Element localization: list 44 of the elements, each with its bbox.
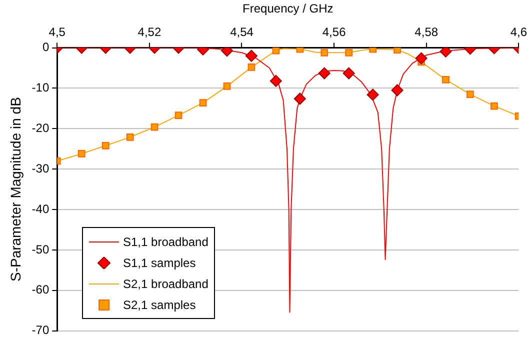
point: [440, 48, 452, 58]
legend-label: S1,1 samples: [123, 256, 196, 270]
point: [490, 102, 498, 110]
y-axis-title: S-Parameter Magnitude in dB: [7, 97, 24, 282]
legend-label: S2,1 samples: [123, 298, 196, 312]
x-tick-label: 4,6: [510, 24, 528, 39]
point: [345, 48, 353, 56]
y-tick-label: -30: [32, 161, 50, 176]
point: [102, 142, 110, 150]
point: [270, 74, 282, 87]
x-tick-label: 4,54: [230, 24, 254, 39]
point: [150, 123, 158, 131]
x-tick-label: 4,56: [322, 24, 346, 39]
y-tick-label: 0: [42, 40, 50, 54]
point: [294, 92, 306, 105]
point: [342, 67, 355, 80]
point: [320, 48, 328, 56]
point: [78, 150, 86, 158]
point: [391, 84, 404, 96]
point: [415, 52, 428, 64]
y-tick-label: -20: [32, 120, 50, 135]
point: [248, 64, 256, 71]
y-tick-label: -50: [32, 242, 50, 256]
point: [126, 133, 134, 141]
point: [366, 88, 379, 101]
y-tick-label: -70: [32, 323, 50, 338]
point: [174, 112, 182, 119]
point: [199, 99, 207, 106]
y-tick-label: -40: [32, 202, 50, 216]
point: [245, 50, 258, 62]
point: [442, 76, 450, 84]
x-axis-title: Frequency / GHz: [242, 2, 334, 16]
legend-label: S1,1 broadband: [123, 234, 208, 248]
x-tick-label: 4,5: [48, 24, 66, 39]
y-tick-label: -10: [32, 80, 50, 95]
point: [318, 67, 330, 80]
x-tick-label: 4,52: [138, 24, 162, 39]
point: [272, 48, 280, 54]
point: [394, 48, 401, 54]
point: [223, 82, 231, 90]
y-tick-label: -60: [32, 282, 50, 297]
legend-label: S2,1 broadband: [123, 276, 208, 290]
point: [466, 90, 474, 98]
x-tick-label: 4,58: [414, 24, 438, 39]
